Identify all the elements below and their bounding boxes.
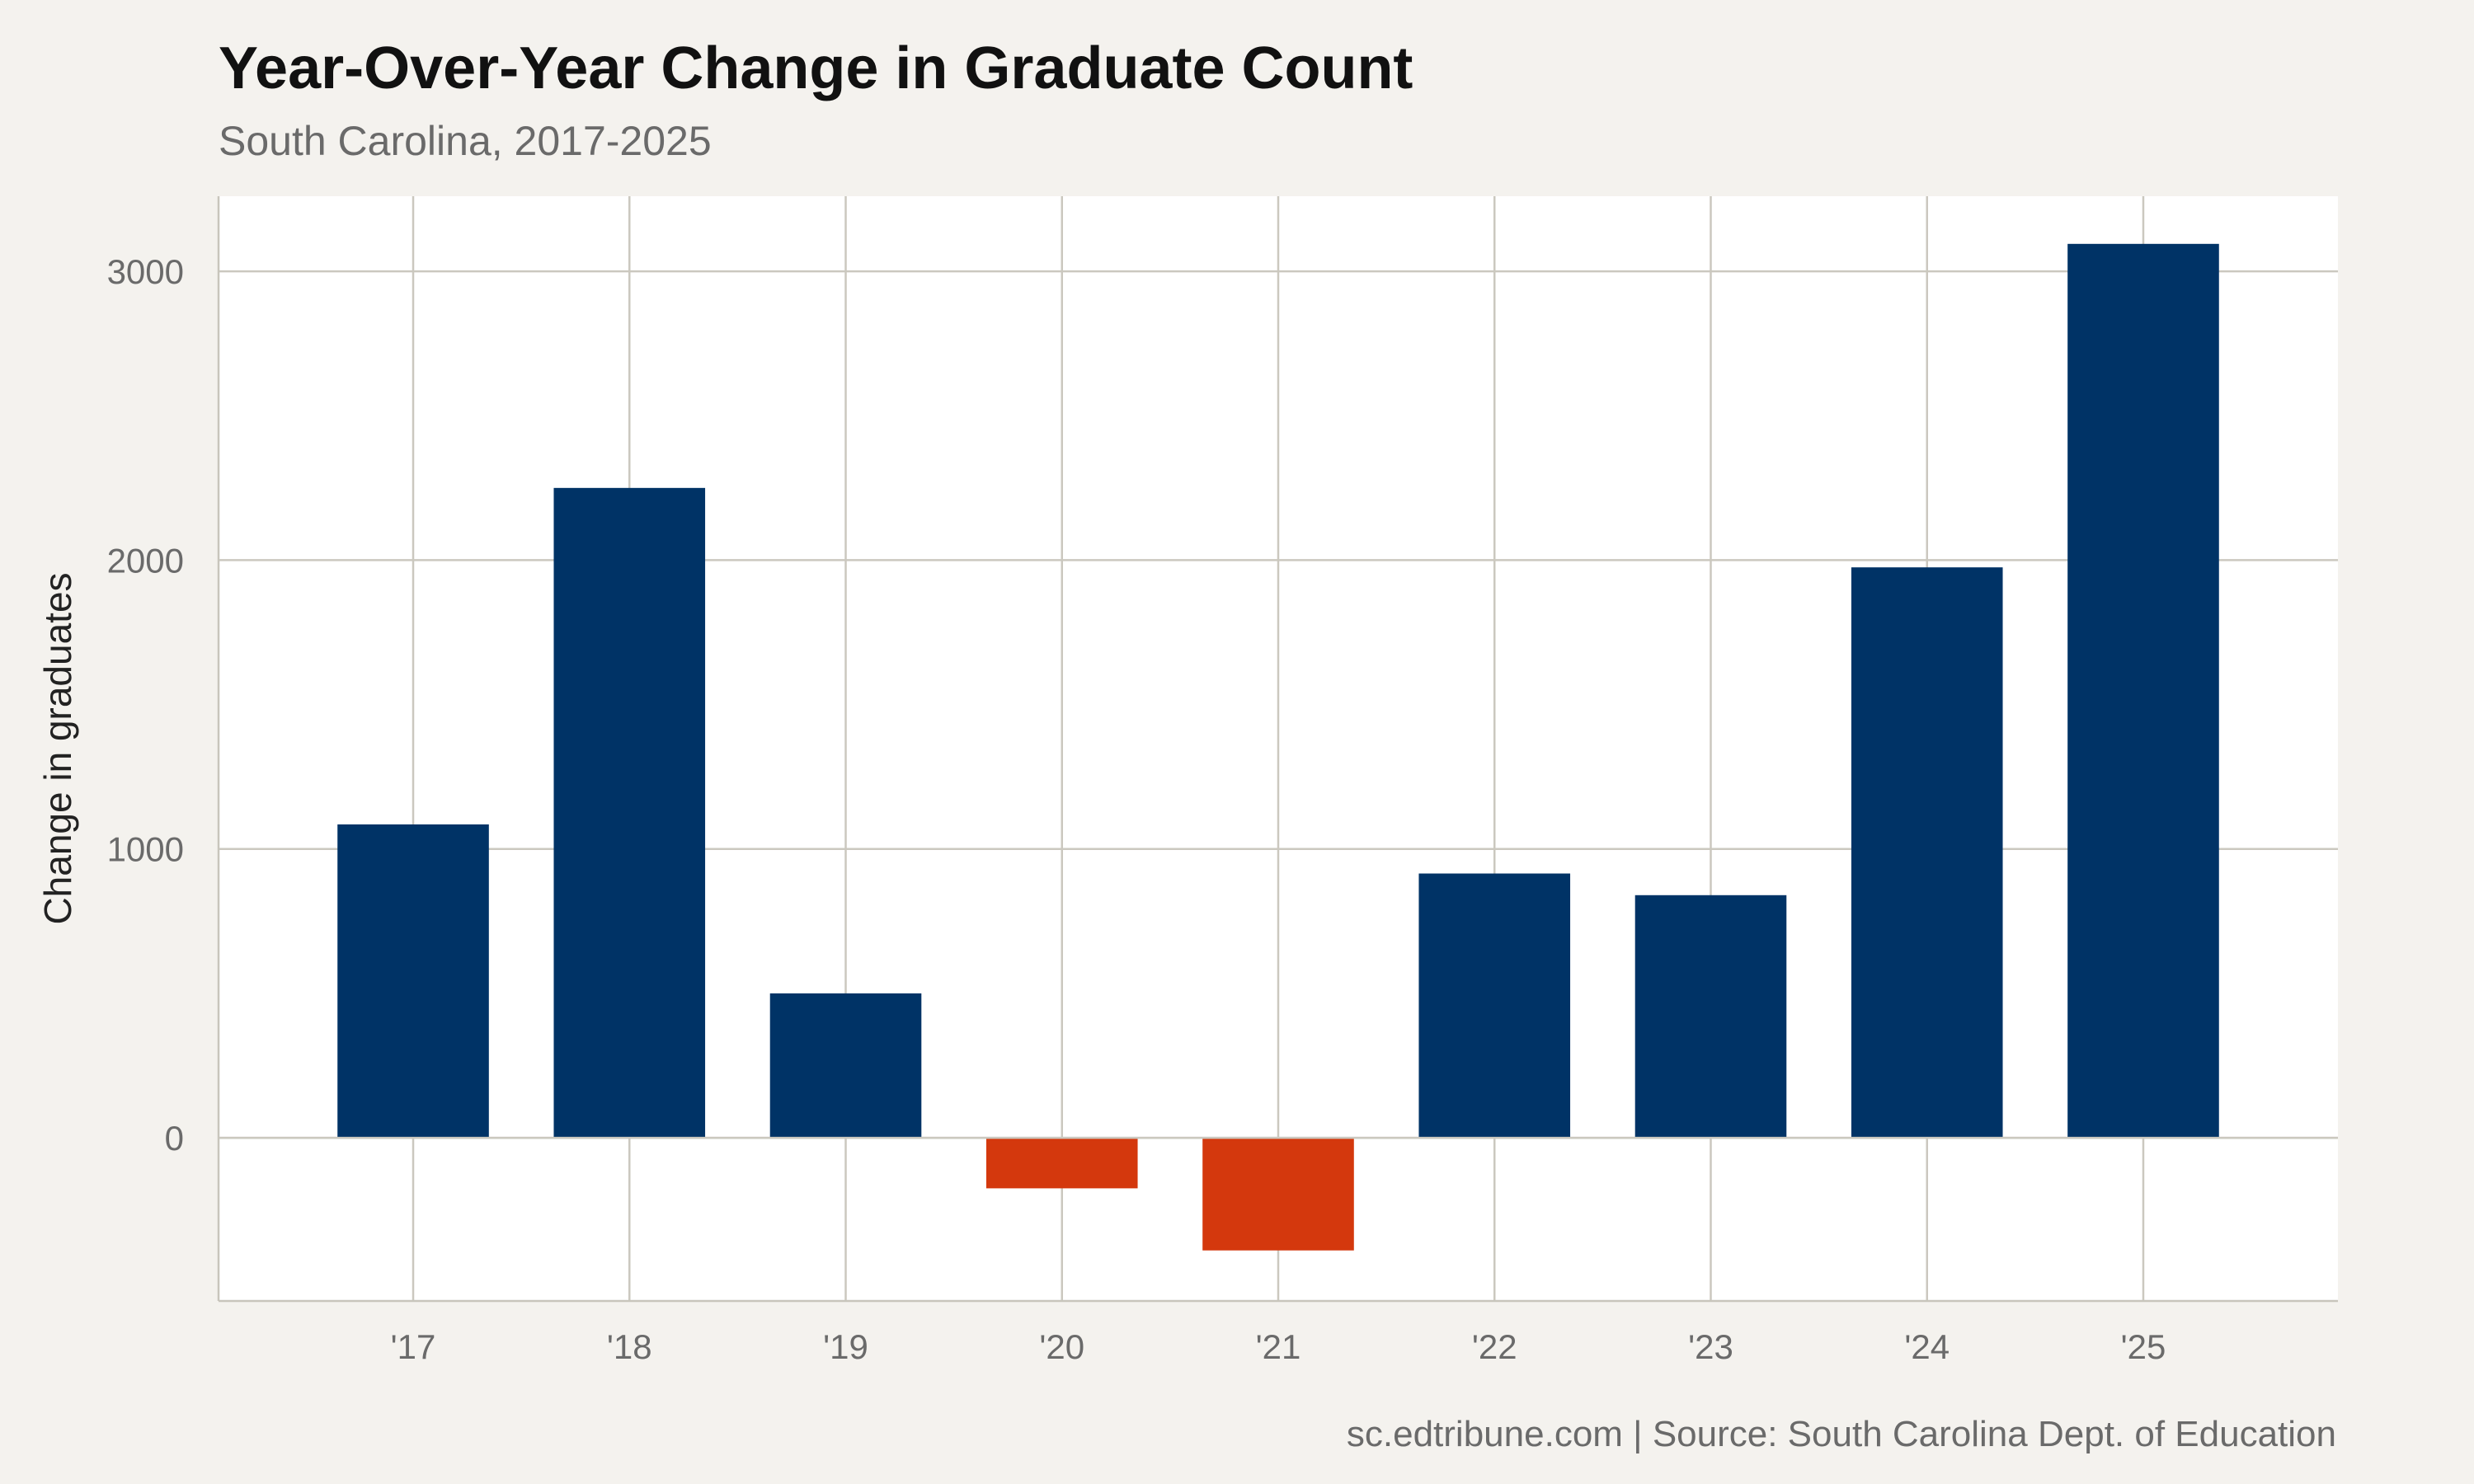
x-tick-label: '19 — [823, 1327, 868, 1366]
y-tick-label: 3000 — [107, 252, 184, 291]
bar-25 — [2067, 243, 2219, 1139]
chart-caption: sc.edtribune.com | Source: South Carolin… — [1346, 1414, 2336, 1454]
chart-title: Year-Over-Year Change in Graduate Count — [219, 35, 1413, 101]
bar-20 — [985, 1138, 1138, 1189]
x-tick-label: '25 — [2121, 1327, 2166, 1366]
bar-21 — [1202, 1138, 1354, 1251]
y-tick-label: 1000 — [107, 830, 184, 869]
x-tick-label: '22 — [1472, 1327, 1517, 1366]
bar-23 — [1634, 895, 1787, 1139]
bar-17 — [337, 824, 489, 1139]
bar-22 — [1418, 873, 1571, 1139]
x-tick-label: '23 — [1688, 1327, 1733, 1366]
bar-19 — [769, 993, 922, 1139]
y-tick-label: 0 — [165, 1119, 184, 1158]
chart-subtitle: South Carolina, 2017-2025 — [219, 118, 712, 164]
x-tick-label: '24 — [1904, 1327, 1950, 1366]
x-tick-label: '20 — [1039, 1327, 1084, 1366]
y-tick-labels: 0 1000 2000 3000 — [107, 252, 184, 1158]
x-tick-label: '18 — [607, 1327, 652, 1366]
bar-24 — [1851, 567, 2003, 1139]
bar-18 — [553, 487, 706, 1139]
x-tick-label: '17 — [391, 1327, 436, 1366]
y-tick-label: 2000 — [107, 541, 184, 580]
y-axis-title: Change in graduates — [36, 572, 79, 924]
x-tick-label: '21 — [1256, 1327, 1301, 1366]
bars — [219, 243, 2338, 1251]
x-tick-labels: '17 '18 '19 '20 '21 '22 '23 '24 '25 — [391, 1327, 2166, 1366]
